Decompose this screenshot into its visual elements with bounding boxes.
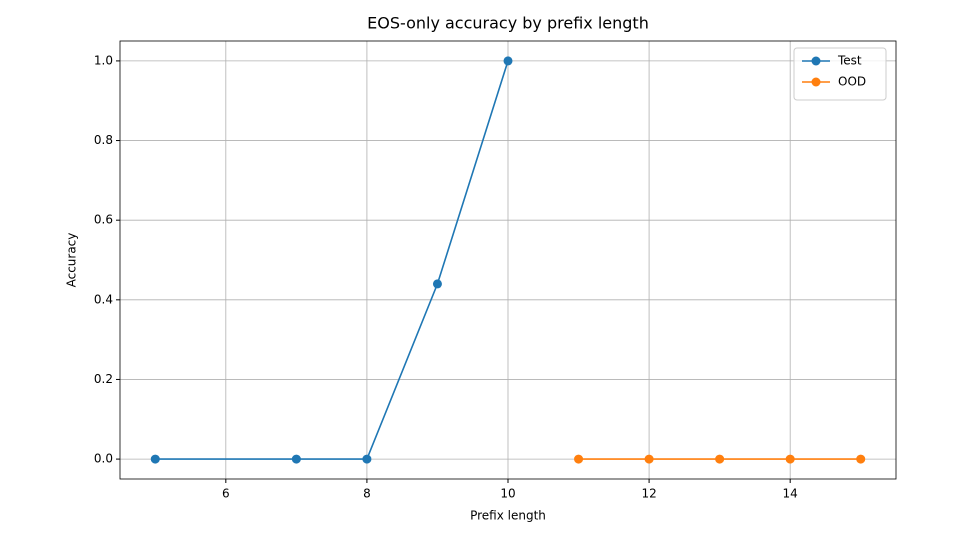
y-tick-label: 0.4 xyxy=(94,292,113,306)
data-point xyxy=(291,454,301,464)
data-point xyxy=(644,454,654,464)
x-axis-label: Prefix length xyxy=(470,509,546,523)
x-tick-label: 8 xyxy=(363,487,371,501)
data-point xyxy=(715,454,725,464)
x-tick-label: 14 xyxy=(783,487,798,501)
legend-label: OOD xyxy=(838,75,866,89)
x-tick-label: 6 xyxy=(222,487,230,501)
data-point xyxy=(856,454,866,464)
y-tick-label: 1.0 xyxy=(94,53,113,67)
data-point xyxy=(362,454,372,464)
legend-marker xyxy=(811,77,821,87)
data-point xyxy=(150,454,160,464)
y-axis-label: Accuracy xyxy=(65,233,79,288)
plot-frame xyxy=(119,40,897,480)
y-tick-label: 0.0 xyxy=(94,452,113,466)
chart-title: EOS-only accuracy by prefix length xyxy=(367,14,649,33)
y-tick-label: 0.8 xyxy=(94,133,113,147)
y-tick-label: 0.6 xyxy=(94,213,113,227)
series-line xyxy=(155,60,509,460)
data-point xyxy=(574,454,584,464)
legend: Test OOD xyxy=(793,47,887,101)
data-point xyxy=(503,56,513,66)
data-point xyxy=(785,454,795,464)
x-tick-label: 12 xyxy=(641,487,656,501)
y-tick-label: 0.2 xyxy=(94,372,113,386)
legend-marker xyxy=(811,56,821,66)
legend-label: Test xyxy=(837,54,862,68)
x-tick-label: 10 xyxy=(500,487,515,501)
data-point xyxy=(432,279,442,289)
